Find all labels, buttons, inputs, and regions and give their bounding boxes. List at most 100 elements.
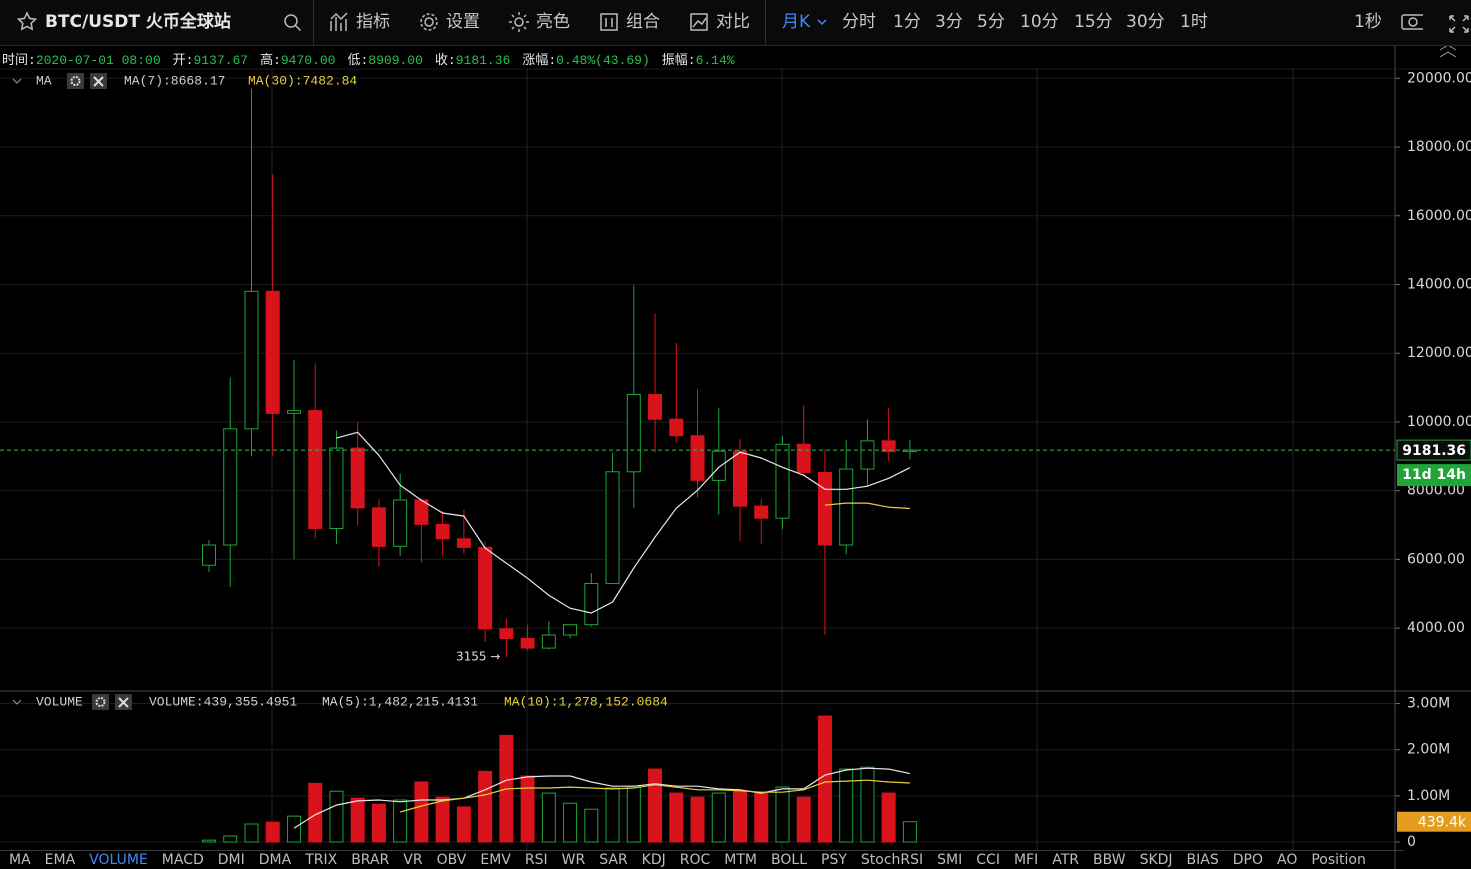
tool-icon[interactable] — [598, 0, 620, 45]
screenshot-icon-glyph — [1401, 14, 1425, 30]
close-glyph — [118, 697, 129, 708]
volume-bar — [754, 792, 769, 843]
indicator-tab[interactable]: StochRSI — [860, 852, 924, 868]
volume-bar — [202, 839, 216, 843]
indicator-tab[interactable]: DMI — [217, 852, 245, 868]
volume-bar — [244, 823, 259, 843]
indicator-tab[interactable]: BOLL — [771, 852, 807, 868]
indicator-tab[interactable]: MA — [9, 852, 31, 868]
countdown-label: 11d 14h — [1402, 467, 1466, 483]
symbol[interactable]: BTC/USDT 火币全球站 — [45, 12, 231, 32]
indicator-tab[interactable]: BIAS — [1186, 852, 1219, 868]
period-button[interactable]: 10分 — [1020, 12, 1059, 32]
info-value: 0.48%(43.69) — [556, 53, 650, 68]
candle-body — [244, 290, 259, 430]
candle-body — [286, 410, 301, 414]
indicator-tab[interactable]: MACD — [161, 852, 204, 868]
candle-body — [308, 410, 323, 529]
legend-entry: MA(30):7482.84 — [248, 73, 357, 88]
refresh-rate[interactable]: 1秒 — [1354, 12, 1382, 32]
info-item: 高:9470.00 — [260, 49, 336, 68]
volume-bar — [265, 821, 280, 843]
volume-bar — [669, 792, 684, 843]
volume-bar — [690, 796, 705, 843]
indicator-tab[interactable]: BRAR — [351, 852, 390, 868]
tool-button[interactable]: 对比 — [716, 12, 750, 32]
candle-body — [265, 290, 280, 414]
tool-icon[interactable] — [688, 0, 710, 45]
tool-button[interactable]: 亮色 — [536, 12, 570, 32]
indicator-tab[interactable]: RSI — [524, 852, 548, 868]
indicator-tab[interactable]: PSY — [821, 852, 847, 868]
info-value: 9181.36 — [455, 53, 511, 68]
indicator-tab[interactable]: SKDJ — [1139, 852, 1173, 868]
indicator-tab[interactable]: MFI — [1013, 852, 1039, 868]
indicator-tab[interactable]: SMI — [937, 852, 963, 868]
indicator-tab[interactable]: ATR — [1052, 852, 1079, 868]
indicator-tab[interactable]: BBW — [1093, 852, 1126, 868]
indicator-tab[interactable]: OBV — [436, 852, 467, 868]
y-tick-label: 20000.00 — [1407, 70, 1471, 86]
indicator-tab[interactable]: VR — [403, 852, 423, 868]
candle-body — [393, 499, 408, 547]
period-button[interactable]: 3分 — [935, 12, 963, 32]
period-button[interactable]: 15分 — [1074, 12, 1113, 32]
indicator-tab[interactable]: VOLUME — [89, 852, 148, 868]
info-value: 9470.00 — [280, 53, 336, 68]
indicator-tab[interactable]: SAR — [599, 852, 628, 868]
indicator-tab[interactable]: WR — [561, 852, 586, 868]
y-tick-label: 4000.00 — [1407, 620, 1465, 636]
volume-bar — [775, 786, 790, 843]
period-button[interactable]: 1时 — [1180, 12, 1208, 32]
info-item: 涨幅:0.48%(43.69) — [522, 49, 650, 68]
info-value: 8909.00 — [368, 53, 423, 68]
candle-body — [584, 582, 599, 626]
indicator-tab[interactable]: AO — [1277, 852, 1298, 868]
y-tick-label: 2.00M — [1407, 742, 1450, 758]
info-item: 振幅:6.14% — [662, 49, 735, 68]
candle-body — [796, 443, 811, 473]
indicator-tab[interactable]: KDJ — [641, 852, 666, 868]
period-dropdown[interactable] — [814, 0, 836, 45]
settings-button[interactable] — [67, 73, 84, 89]
candle-body — [371, 507, 386, 547]
indicator-tab[interactable]: Position — [1311, 852, 1366, 868]
favorite-icon[interactable] — [16, 0, 38, 45]
legend-chevron[interactable] — [12, 699, 22, 705]
period-button[interactable]: 分时 — [842, 12, 876, 32]
tool-icon[interactable] — [418, 0, 440, 45]
volume-bar — [329, 790, 344, 843]
period-button[interactable]: 30分 — [1126, 12, 1165, 32]
indicator-tab[interactable]: EMV — [480, 852, 511, 868]
indicator-tab[interactable]: DPO — [1232, 852, 1263, 868]
volume-bar — [371, 803, 386, 843]
indicator-tab[interactable]: ROC — [679, 852, 711, 868]
period-button[interactable]: 5分 — [977, 12, 1005, 32]
volume-bar — [648, 768, 663, 843]
search-icon[interactable] — [281, 0, 303, 45]
tool-icon[interactable] — [508, 0, 530, 45]
tool-button[interactable]: 指标 — [356, 12, 390, 32]
screenshot-icon[interactable] — [1401, 0, 1425, 45]
volume-bar — [881, 792, 896, 843]
settings-button[interactable] — [92, 694, 109, 710]
y-tick-label: 6000.00 — [1407, 551, 1465, 567]
indicator-tab[interactable]: MTM — [724, 852, 758, 868]
legend-chevron[interactable] — [12, 78, 22, 84]
volume-bar — [520, 775, 535, 843]
tool-button[interactable]: 组合 — [626, 12, 660, 32]
search-icon-glyph — [284, 14, 302, 32]
indicator-tab[interactable]: TRIX — [305, 852, 338, 868]
volume-bar — [796, 796, 811, 843]
fullscreen-icon[interactable] — [1448, 0, 1470, 45]
indicator-tab[interactable]: CCI — [976, 852, 1000, 868]
period-button[interactable]: 月K — [782, 12, 811, 32]
indicator-tabs: MA EMA VOLUME MACD DMI DMA TRIX BRAR VR OBV EMV RSI… — [0, 850, 1404, 869]
tool-icon[interactable] — [328, 0, 350, 45]
tool-button[interactable]: 设置 — [446, 12, 480, 32]
indicator-tab[interactable]: EMA — [44, 852, 76, 868]
collapse-icon[interactable] — [1439, 44, 1457, 58]
indicator-tab[interactable]: DMA — [258, 852, 292, 868]
period-button[interactable]: 1分 — [893, 12, 921, 32]
settings-glyph — [70, 76, 81, 86]
